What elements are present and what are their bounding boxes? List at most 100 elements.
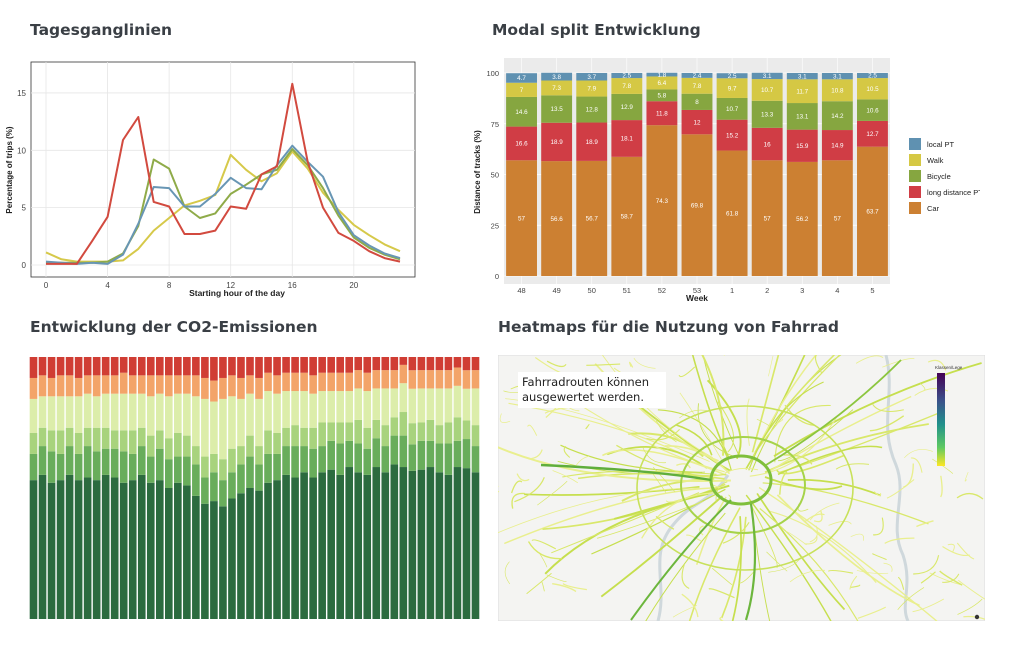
road-segment — [749, 415, 838, 477]
stacked-bar-segment — [857, 120, 888, 147]
data-label: 10.7 — [761, 87, 774, 94]
legend-colorbar — [937, 373, 945, 466]
road-segment — [711, 567, 733, 586]
data-label: 14.9 — [831, 142, 844, 149]
map-attribution-icon[interactable] — [974, 614, 980, 620]
legend-swatch — [909, 170, 921, 182]
co2-bar-segment — [74, 377, 83, 397]
co2-bar-segment — [309, 477, 317, 619]
co2-bar-segment — [435, 370, 444, 389]
road-segment — [537, 480, 568, 506]
road-segment — [731, 516, 742, 621]
co2-bar-segment — [327, 357, 335, 373]
data-label: 69.8 — [691, 202, 704, 209]
co2-bar-segment — [219, 506, 227, 619]
co2-bar-segment — [92, 396, 101, 428]
road-segment — [756, 418, 770, 427]
co2-bar-segment — [363, 427, 372, 449]
data-label: 6.4 — [658, 80, 667, 87]
road-segment — [577, 472, 725, 480]
co2-bar-segment — [228, 472, 236, 499]
co2-bar-segment — [390, 370, 399, 389]
co2-bar-segment — [453, 385, 462, 418]
stacked-bar-segment — [681, 93, 713, 110]
data-label: 18.9 — [586, 139, 599, 146]
co2-bar-segment — [426, 440, 435, 468]
data-label: 16 — [764, 141, 772, 148]
road-segment — [910, 457, 923, 473]
co2-bar-segment — [56, 453, 65, 481]
co2-bar-segment — [92, 427, 101, 452]
road-segment — [745, 494, 832, 621]
co2-bar-segment — [354, 419, 363, 444]
co2-bar-segment — [399, 364, 408, 384]
road-segment — [665, 496, 689, 503]
co2-bar-segment — [264, 430, 272, 454]
co2-bar-segment — [83, 446, 92, 478]
y-axis-label: Percentage of trips (%) — [5, 126, 14, 213]
co2-bar-segment — [210, 472, 218, 502]
co2-bar-segment — [155, 357, 164, 376]
co2-bar-segment — [219, 459, 227, 481]
modal-chart-title: Modal split Entwicklung — [492, 21, 701, 39]
co2-bar-segment — [83, 477, 92, 619]
co2-bar-segment — [47, 482, 56, 619]
road-segment — [631, 399, 731, 472]
co2-bar-segment — [327, 440, 335, 470]
stacked-bar-segment — [786, 161, 818, 276]
co2-bar-segment — [246, 456, 254, 488]
co2-bar-segment — [372, 438, 381, 468]
co2-bar-segment — [210, 453, 218, 473]
co2-bar-segment — [264, 372, 272, 392]
legend-label: Bicycle — [927, 172, 951, 181]
data-label: 13.3 — [761, 112, 774, 119]
co2-bar-segment — [92, 451, 101, 481]
co2-bar-segment — [381, 388, 390, 426]
co2-bar-segment — [101, 427, 110, 449]
data-label: 15.9 — [796, 143, 809, 150]
co2-bar-segment — [165, 459, 173, 488]
road-segment — [748, 381, 824, 471]
co2-bar-segment — [372, 419, 381, 439]
stacked-bar-segment — [857, 99, 888, 121]
data-label: 61.8 — [726, 210, 739, 217]
data-label: 10.7 — [726, 106, 739, 113]
road-segment — [873, 517, 884, 536]
stacked-bar-segment — [646, 89, 678, 102]
road-segment — [645, 512, 726, 621]
y-tick-label: 0 — [22, 261, 27, 270]
co2-bar-segment — [462, 388, 471, 421]
road-segment — [897, 576, 905, 590]
road-segment — [803, 513, 825, 523]
co2-bar-segment — [137, 375, 146, 394]
co2-bar-segment — [273, 453, 281, 481]
co2-bar-segment — [101, 393, 110, 428]
road-segment — [778, 409, 854, 462]
map-legend: Klassen/Lege — [935, 365, 963, 466]
co2-bar-segment — [363, 448, 372, 475]
co2-bar-segment — [291, 372, 299, 392]
co2-bar-segment — [291, 357, 299, 373]
road-segment — [528, 449, 543, 460]
data-label: 10.5 — [866, 86, 879, 93]
x-tick-label: 48 — [517, 286, 525, 295]
stacked-bar-segment — [857, 78, 888, 100]
stacked-bar-segment — [786, 103, 818, 130]
co2-bar-segment — [264, 482, 272, 619]
co2-bar-segment — [327, 391, 335, 423]
road-segment — [675, 424, 713, 456]
co2-bar-segment — [309, 357, 317, 376]
co2-bar-segment — [201, 398, 209, 457]
co2-bar-segment — [146, 357, 155, 376]
stacked-bar-segment — [716, 73, 748, 79]
co2-bar-segment — [354, 357, 363, 371]
road-segment — [914, 387, 949, 396]
co2-bar-segment — [444, 370, 453, 389]
stacked-bar-segment — [716, 97, 748, 120]
co2-bar-segment — [255, 357, 263, 378]
co2-bar-segment — [336, 443, 344, 475]
co2-bar-segment — [471, 370, 480, 389]
co2-bar-segment — [282, 474, 290, 619]
co2-bar-segment — [228, 375, 236, 397]
road-segment — [688, 507, 741, 621]
